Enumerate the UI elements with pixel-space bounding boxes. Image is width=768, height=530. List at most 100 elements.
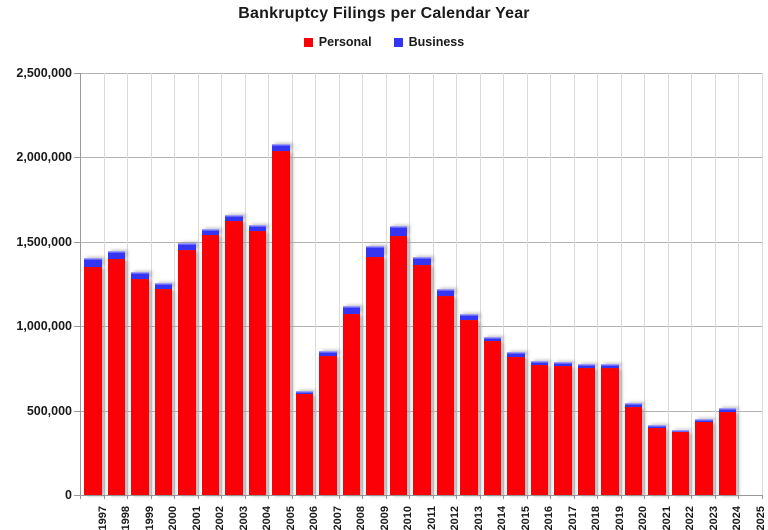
bar-business-2010 [389,226,407,236]
x-tick-label-2017: 2017 [566,506,579,530]
bar-personal-2008 [342,313,360,495]
gridline-v [550,73,551,495]
bar-personal-2014 [483,341,501,495]
y-axis-line [80,73,81,495]
bar-business-2007 [319,351,337,357]
x-axis-tick [503,495,504,499]
legend: Personal Business [0,35,768,49]
x-tick-label-2013: 2013 [472,506,485,530]
x-tick-label-2004: 2004 [261,506,274,530]
x-axis-tick [761,495,763,499]
bar-personal-2009 [366,256,384,495]
gridline-v [644,73,645,495]
y-axis-tick [74,157,80,159]
legend-item-business: Business [393,35,465,49]
x-axis-tick [573,495,575,499]
x-tick-label-2009: 2009 [378,506,391,530]
bar-business-2004 [248,225,266,232]
x-tick-label-2021: 2021 [660,506,673,530]
bar-personal-2005 [272,150,290,495]
gridline-v [291,73,293,495]
x-tick-label-2019: 2019 [613,506,626,530]
bar-business-2001 [178,243,196,250]
x-tick-label-2005: 2005 [284,506,297,530]
gridline-v [385,73,387,495]
bar-business-2024 [718,407,736,412]
x-tick-label-2016: 2016 [543,506,556,530]
gridline-h [80,73,762,74]
x-tick-label-2025: 2025 [754,506,767,530]
x-tick-label-2008: 2008 [355,506,368,530]
x-axis-tick [268,495,269,499]
x-tick-label-2003: 2003 [237,506,250,530]
x-tick-label-2012: 2012 [449,506,462,530]
bar-personal-2018 [577,368,595,495]
bar-personal-1997 [84,267,102,495]
x-axis-tick [714,495,716,499]
bar-personal-2015 [507,356,525,495]
bar-personal-2006 [295,394,313,495]
y-tick-label: 0 [65,488,72,502]
bar-business-2012 [436,288,454,296]
y-tick-label: 2,500,000 [16,66,72,80]
bar-personal-2003 [225,220,243,495]
x-axis-tick [432,495,434,499]
x-axis-tick [338,495,340,499]
gridline-v [432,73,434,495]
y-axis-tick [74,326,80,328]
gridline-v [761,73,763,495]
bar-business-2006 [295,390,313,395]
bar-business-2011 [413,256,431,265]
gridline-h [80,157,762,159]
bar-personal-2024 [718,411,736,495]
x-tick-label-2007: 2007 [331,506,344,530]
x-tick-label-1997: 1997 [96,506,109,530]
x-axis-line [79,495,762,496]
gridline-v [479,73,481,495]
x-axis-tick [667,495,669,499]
gridline-v [667,73,669,495]
legend-label-personal: Personal [318,35,372,49]
y-tick-label: 1,000,000 [16,319,72,334]
bar-business-2000 [154,283,172,290]
bar-business-2016 [530,360,548,365]
bar-personal-2002 [201,235,219,495]
gridline-v [503,73,504,495]
legend-label-business: Business [408,35,465,49]
x-axis-tick [691,495,692,499]
x-axis-tick [127,495,128,499]
bar-business-2014 [483,336,501,342]
bar-business-2013 [460,314,478,320]
x-axis-tick [315,495,316,499]
x-axis-tick [291,495,293,499]
bar-personal-2017 [554,365,572,495]
business-swatch-icon [393,37,403,47]
y-axis-tick [74,241,80,243]
gridline-v [268,73,269,495]
gridline-v [526,73,528,495]
x-tick-label-2018: 2018 [590,506,603,530]
x-axis-tick [738,495,739,499]
x-axis-tick [150,495,152,499]
bar-business-1997 [84,257,102,268]
bar-business-2005 [272,144,290,151]
x-axis-tick [385,495,387,499]
bar-business-2003 [225,214,243,221]
bar-personal-1998 [107,258,125,495]
bar-personal-2004 [248,231,266,495]
x-tick-label-1998: 1998 [120,506,133,530]
bar-personal-2021 [648,427,666,495]
x-axis-tick [197,495,199,499]
y-tick-label: 500,000 [26,403,72,418]
x-axis-tick [409,495,410,499]
x-tick-label-2000: 2000 [167,506,180,530]
x-tick-label-2023: 2023 [707,506,720,530]
x-axis-tick [479,495,481,499]
x-axis-tick [550,495,551,499]
x-tick-label-2022: 2022 [684,506,697,530]
y-tick-label: 1,500,000 [16,234,72,249]
bar-personal-2019 [601,368,619,495]
bar-business-2019 [601,364,619,369]
bar-personal-2001 [178,249,196,495]
bar-business-2002 [201,228,219,236]
